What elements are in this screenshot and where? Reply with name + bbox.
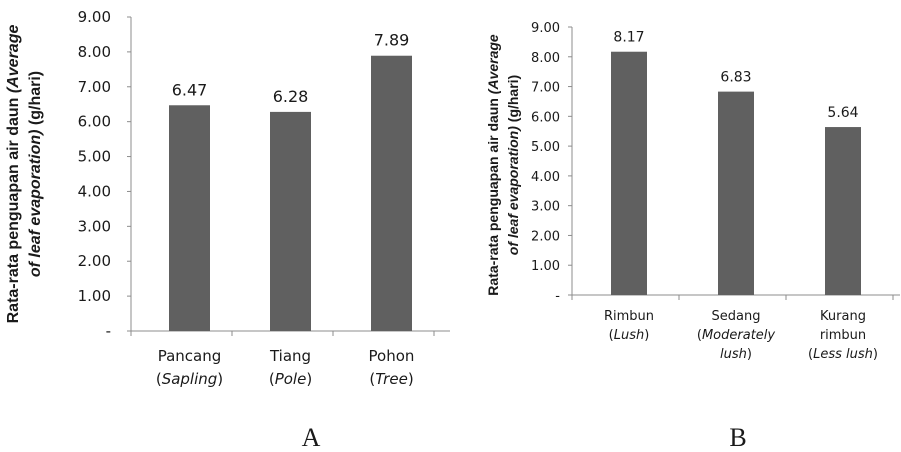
category-text: rimbun <box>820 328 866 343</box>
category-text: Sedang <box>712 309 761 324</box>
y-tick-label: 6.00 <box>78 113 111 131</box>
category-paren-open: ( <box>156 370 162 388</box>
y-tick-label: 5.00 <box>531 140 560 155</box>
category-text: Less lush <box>813 347 873 362</box>
y-tick-label: 7.00 <box>78 78 111 96</box>
category-text: ( <box>697 328 702 343</box>
category-paren-open: ( <box>369 370 375 388</box>
y-tick-label: 2.00 <box>531 229 560 244</box>
data-label: 6.28 <box>273 87 309 106</box>
y-axis-label-italic: of leaf evaporation) <box>27 130 44 278</box>
category-text: Kurang <box>820 309 866 324</box>
data-label: 5.64 <box>827 105 858 121</box>
y-axis-label-text: (g/hari) <box>505 75 521 126</box>
data-label: 8.17 <box>613 30 644 46</box>
category-text: ) <box>644 328 649 343</box>
y-tick-label: 2.00 <box>78 252 111 270</box>
y-tick-label: 1.00 <box>78 287 111 305</box>
category-translation: Sapling <box>162 370 218 388</box>
y-tick-label: 7.00 <box>531 81 560 96</box>
category-translation: Tree <box>375 370 408 388</box>
y-axis-label: Rata-rata penguapan air daun (Average of … <box>5 25 44 324</box>
y-tick-label: 6.00 <box>531 110 560 125</box>
category-paren-close: ) <box>408 370 414 388</box>
category-name: Pohon <box>369 347 415 365</box>
data-label: 6.47 <box>172 80 208 99</box>
category-text: ( <box>609 328 614 343</box>
y-tick-label: 4.00 <box>78 182 111 200</box>
y-axis-label-italic: (Average <box>485 34 501 94</box>
y-axis-label-text: Rata-rata penguapan air daun <box>5 93 22 323</box>
bar <box>611 51 647 295</box>
panel-label: A <box>302 423 321 452</box>
category-paren-open: ( <box>269 370 275 388</box>
category-text: Rimbun <box>604 309 654 324</box>
y-tick-label: 9.00 <box>531 21 560 36</box>
category-paren-close: ) <box>217 370 223 388</box>
y-tick-label: 9.00 <box>78 8 111 26</box>
category-name: Tiang <box>269 347 311 365</box>
category-text: ) <box>873 347 878 362</box>
panel-label: B <box>729 423 746 452</box>
y-tick-label: 3.00 <box>78 217 111 235</box>
category-translation: Pole <box>275 370 307 388</box>
data-label: 7.89 <box>374 31 410 50</box>
chart-b: - 1.00 2.00 3.00 4.00 5.00 6.00 7.00 8.00 9.00 8.1… <box>485 21 900 452</box>
y-tick-label: 4.00 <box>531 170 560 185</box>
category-label: Sedang (Moderately lush) <box>697 309 776 362</box>
bar <box>718 91 754 296</box>
category-text: Lush <box>614 328 645 343</box>
y-tick-label: 1.00 <box>531 259 560 274</box>
category-text: lush <box>720 347 747 362</box>
bar <box>169 105 210 331</box>
category-label: Rimbun (Lush) <box>604 309 654 343</box>
category-name: Pancang <box>158 347 222 365</box>
category-label: Pancang (Sapling) <box>156 347 223 388</box>
category-label: Pohon (Tree) <box>369 347 415 388</box>
chart-a: - 1.00 2.00 3.00 4.00 5.00 6.00 7.00 8.00 9.00 6.4… <box>5 8 450 452</box>
category-text: ( <box>808 347 813 362</box>
y-axis-label-italic: (Average <box>5 25 22 94</box>
bar <box>371 55 412 332</box>
y-tick-label: - <box>555 289 560 304</box>
category-label: Kurang rimbun (Less lush) <box>808 309 878 362</box>
bar <box>825 127 861 295</box>
category-label: Tiang (Pole) <box>269 347 312 388</box>
y-axis-label: Rata-rata penguapan air daun (Average of … <box>485 34 521 296</box>
category-text: ) <box>747 347 752 362</box>
category-text: Moderately <box>702 328 775 343</box>
category-paren-close: ) <box>306 370 312 388</box>
data-label: 6.83 <box>720 70 751 86</box>
y-tick-label: 3.00 <box>531 200 560 215</box>
y-tick-label: 8.00 <box>78 43 111 61</box>
bar <box>270 111 311 331</box>
y-axis-label-text: (g/hari) <box>27 71 44 130</box>
y-tick-label: 8.00 <box>531 51 560 66</box>
y-axis-label-italic: of leaf evaporation) <box>505 126 521 255</box>
y-axis-label-text: Rata-rata penguapan air daun <box>485 94 501 295</box>
y-tick-label: - <box>106 322 111 340</box>
y-tick-label: 5.00 <box>78 148 111 166</box>
